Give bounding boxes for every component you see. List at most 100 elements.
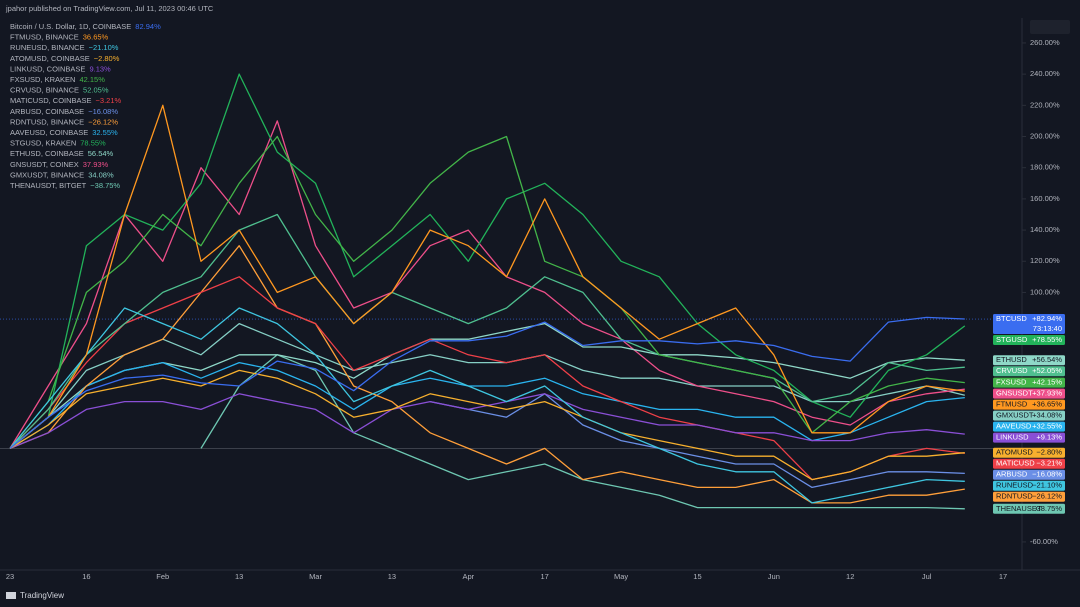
tag-symbol: STGUSD [996, 335, 1028, 344]
header: jpahor published on TradingView.com, Jul… [5, 4, 214, 13]
x-tick-label: 13 [388, 572, 396, 581]
tag-box [993, 335, 1065, 346]
series-line [9, 369, 965, 481]
x-tick-label: 17 [999, 572, 1007, 581]
price-tag: RDNTUSD −26.12% [993, 492, 1065, 502]
x-tick-label: Jul [922, 572, 932, 581]
tag-change: +36.65% [1032, 400, 1062, 409]
x-tick-label: 17 [541, 572, 549, 581]
series-line [9, 135, 965, 449]
price-tag: MATICUSD −3.21% [993, 459, 1065, 469]
legend-value: 78.55% [80, 139, 106, 148]
price-tag: STGUSD +78.55% [993, 335, 1065, 346]
tag-symbol: RUNEUSD [996, 481, 1034, 490]
tag-symbol: BTCUSD [996, 314, 1027, 323]
legend-name: AAVEUSD, COINBASE [10, 128, 88, 137]
tag-box [993, 432, 1065, 443]
y-tick-label: 140.00% [1030, 225, 1060, 234]
tag-change: +32.55% [1032, 422, 1062, 431]
price-tag: THENAUSDT−38.75% [993, 504, 1065, 514]
tag-box [993, 377, 1065, 388]
tag-box [993, 399, 1065, 410]
tag-box [993, 503, 1065, 514]
legend-value: −38.75% [90, 181, 120, 190]
legend-name: RDNTUSD, BINANCE [10, 117, 84, 126]
tag-change: +37.93% [1032, 389, 1062, 398]
tag-symbol: FTMUSD [996, 400, 1028, 409]
legend-name: GMXUSDT, BINANCE [10, 170, 84, 179]
legend-name: FXSUSD, KRAKEN [10, 75, 75, 84]
tag-box [993, 447, 1065, 458]
tag-box [993, 388, 1065, 399]
tag-change: +82.94% [1032, 314, 1062, 323]
series-line [9, 120, 965, 449]
legend-value: 32.55% [92, 128, 118, 137]
price-tag: ETHUSD +56.54% [993, 355, 1065, 366]
legend-name: FTMUSD, BINANCE [10, 33, 79, 42]
series-line [9, 276, 965, 481]
y-tick-label: 120.00% [1030, 256, 1060, 265]
tag-change: +56.54% [1032, 355, 1062, 364]
tag-change: +78.55% [1032, 335, 1062, 344]
y-tick-label: -60.00% [1030, 537, 1058, 546]
x-tick-label: May [614, 572, 628, 581]
tag-symbol: MATICUSD [996, 459, 1035, 468]
tag-change: −16.08% [1032, 470, 1062, 479]
tag-symbol: ATOMUSD [996, 448, 1033, 457]
legend-name: THENAUSDT, BITGET [10, 181, 87, 190]
legend-name: ATOMUSD, COINBASE [10, 54, 90, 63]
legend-name: LINKUSD, COINBASE [10, 64, 85, 73]
x-tick-label: 23 [6, 572, 14, 581]
legend-name: ARBUSD, COINBASE [10, 107, 84, 116]
x-tick-label: Feb [156, 572, 169, 581]
legend-value: 34.08% [88, 170, 114, 179]
legend-name: STGUSD, KRAKEN [10, 139, 76, 148]
x-tick-label: 12 [846, 572, 854, 581]
legend-value: 42.15% [79, 75, 105, 84]
tag-symbol: CRVUSD [996, 366, 1028, 375]
scale-button[interactable] [1030, 20, 1070, 34]
legend-name: GNSUSDT, COINEX [10, 160, 79, 169]
tag-box [993, 421, 1065, 432]
tag-change: −38.75% [1032, 504, 1062, 513]
y-tick-label: 200.00% [1030, 131, 1060, 140]
tag-symbol: FXSUSD [996, 378, 1027, 387]
price-tag: FTMUSD +36.65% [993, 400, 1065, 410]
tag-box [993, 366, 1065, 377]
tag-symbol: ARBUSD [996, 470, 1028, 479]
price-tag: AAVEUSD +32.55% [993, 422, 1065, 432]
logo-mark [6, 592, 16, 599]
legend-name: RUNEUSD, BINANCE [10, 43, 85, 52]
tag-symbol: LINKUSD [996, 433, 1029, 442]
series-line [9, 104, 965, 449]
tag-change: −26.12% [1032, 492, 1062, 501]
legend-value: 9.13% [89, 64, 111, 73]
tag-symbol: ETHUSD [996, 355, 1027, 364]
x-tick-label: 15 [693, 572, 701, 581]
series-line [9, 213, 965, 449]
legend-value: 36.65% [83, 33, 109, 42]
y-tick-label: 100.00% [1030, 287, 1060, 296]
series-line [9, 322, 965, 449]
tag-box [993, 458, 1065, 469]
legend-value: −2.80% [94, 54, 120, 63]
tag-change: +42.15% [1032, 378, 1062, 387]
x-tick-label: Mar [309, 572, 322, 581]
tag-change: +34.08% [1032, 411, 1062, 420]
tag-change: −2.80% [1036, 448, 1062, 457]
tag-symbol: GMXUSDT [996, 411, 1034, 420]
price-tag: LINKUSD +9.13% [993, 433, 1065, 443]
footer-logo: TradingView [6, 591, 64, 600]
price-tag: CRVUSD +52.05% [993, 366, 1065, 377]
series-line [9, 245, 965, 504]
tag-symbol: AAVEUSD [996, 422, 1032, 431]
legend-value: 37.93% [83, 160, 109, 169]
price-tag: BTCUSD +82.94%73:13:40 [993, 314, 1065, 335]
price-tag: GNSUSDT +37.93% [993, 389, 1065, 399]
tag-box [993, 491, 1065, 502]
tag-symbol: THENAUSDT [996, 504, 1042, 513]
legend-name: CRVUSD, BINANCE [10, 86, 79, 95]
legend-value: 52.05% [83, 86, 109, 95]
y-tick-label: 160.00% [1030, 194, 1060, 203]
x-tick-label: Jun [768, 572, 780, 581]
